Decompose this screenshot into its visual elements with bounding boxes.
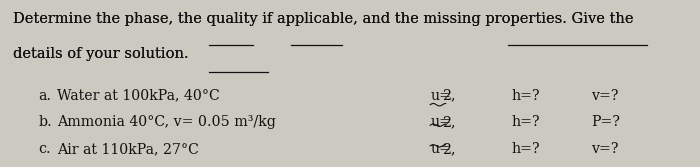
Text: Water at 100kPa, 40°C: Water at 100kPa, 40°C [57,89,220,103]
Text: b.: b. [38,115,52,129]
Text: P=?: P=? [592,115,620,129]
Text: 2,: 2, [442,142,456,156]
Text: u=: u= [430,115,452,129]
Text: h=?: h=? [511,115,540,129]
Text: v=?: v=? [592,142,619,156]
Text: details of your solution.: details of your solution. [13,47,188,61]
Text: details of your solution.: details of your solution. [13,47,188,61]
Text: a.: a. [38,89,52,103]
Text: 2,: 2, [442,89,456,103]
Text: Determine the phase, the quality if applicable, and the missing properties. Give: Determine the phase, the quality if appl… [13,12,633,26]
Text: h=?: h=? [511,89,540,103]
Text: v=?: v=? [592,89,619,103]
Text: Ammonia 40°C, v= 0.05 m³/kg: Ammonia 40°C, v= 0.05 m³/kg [57,115,276,129]
Text: Determine the phase, the quality if applicable, and the missing properties. Give: Determine the phase, the quality if appl… [13,12,633,26]
Text: u=: u= [430,89,452,103]
Text: 2,: 2, [442,115,456,129]
Text: Air at 110kPa, 27°C: Air at 110kPa, 27°C [57,142,199,156]
Text: h=?: h=? [511,142,540,156]
Text: c.: c. [38,142,51,156]
Text: u=: u= [430,142,452,156]
